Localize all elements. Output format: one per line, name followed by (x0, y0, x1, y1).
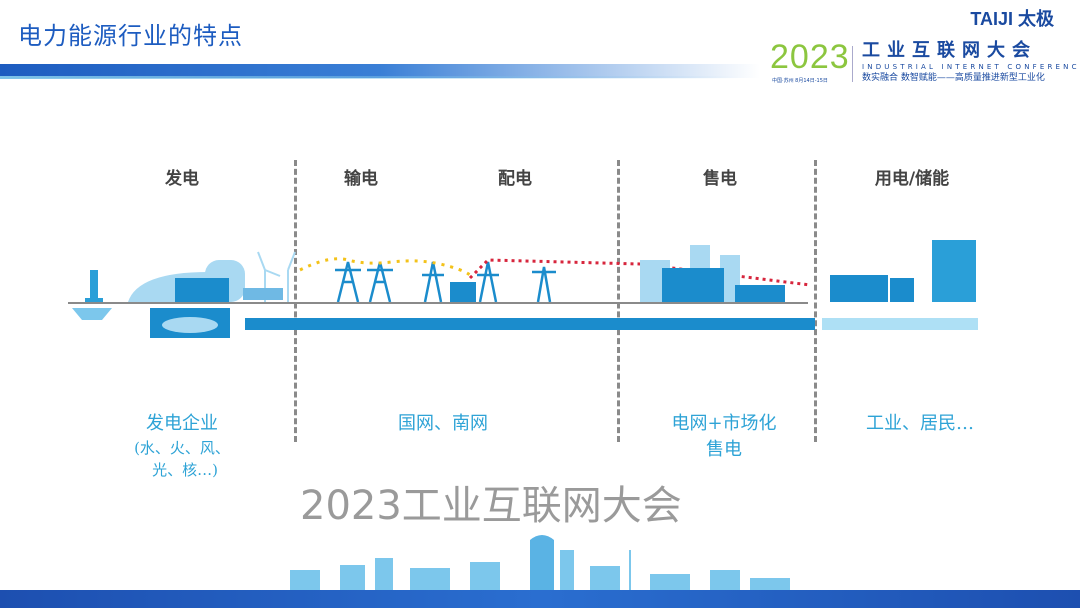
stage-divider (294, 160, 297, 442)
title-underline-bar (0, 64, 760, 78)
residential-tower-icon (932, 240, 976, 302)
storage-unit-icon (890, 278, 914, 302)
footer-band (0, 590, 1080, 608)
grid-description: 国网、南网 (398, 413, 488, 434)
watermark: 2023工业互联网大会 (300, 483, 682, 529)
logo-divider (852, 46, 853, 82)
generation-detail: (水、火、风、 (134, 439, 230, 457)
stage-consumption: 用电/储能 (874, 169, 950, 189)
stage-divider (617, 160, 620, 442)
substation-icon (450, 282, 476, 302)
conference-name: 工业互联网大会 (862, 40, 1037, 61)
slide-title: 电力能源行业的特点 (18, 22, 243, 50)
pipeline-consumption (822, 318, 978, 330)
generation-description: 发电企业 (146, 413, 218, 434)
commercial-building-icon (662, 268, 724, 302)
conference-date: 中国·苏州 8月14日-15日 (772, 78, 828, 84)
oil-derrick-icon (72, 270, 112, 320)
conference-year: 2023 (770, 38, 850, 76)
stage-transmission: 输电 (344, 169, 378, 189)
solar-panel-icon (243, 288, 283, 300)
city-skyline-decoration (290, 535, 790, 592)
sales-description: 售电 (706, 439, 742, 460)
conference-name-en: INDUSTRIAL INTERNET CONFERENCE (862, 63, 1080, 71)
conference-slogan: 数实融合 数智赋能——高质量推进新型工业化 (862, 73, 1045, 83)
stage-generation: 发电 (165, 169, 199, 189)
houses-icon (735, 285, 785, 302)
title-underline-accent (0, 76, 740, 79)
factory-icon (175, 278, 229, 302)
power-line (299, 257, 471, 277)
generation-detail: 光、核…) (152, 461, 218, 479)
pipeline (245, 318, 815, 330)
consumption-description: 工业、居民… (866, 413, 974, 434)
industrial-plant-icon (830, 275, 888, 302)
power-chain-illustration (72, 240, 976, 338)
taiji-logo: TAIJI 太极 (970, 9, 1054, 29)
transmission-tower-icon (335, 261, 556, 303)
stage-divider (814, 160, 817, 442)
sales-description: 电网+市场化 (671, 413, 777, 434)
ground-line (68, 302, 808, 304)
stage-distribution: 配电 (498, 169, 532, 189)
stage-sales: 售电 (703, 169, 737, 189)
